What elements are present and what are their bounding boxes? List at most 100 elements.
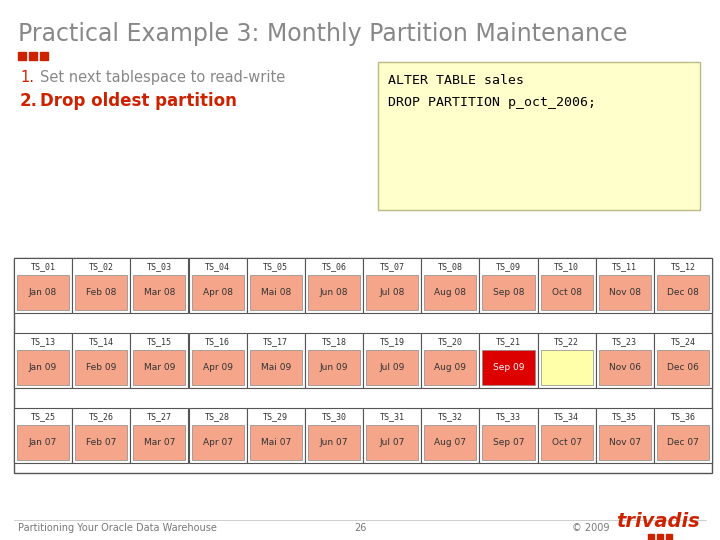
Bar (247, 258, 305, 313)
Text: TS_30: TS_30 (321, 412, 346, 421)
Bar (247, 333, 305, 388)
Text: Apr 07: Apr 07 (202, 438, 233, 447)
Text: Apr 09: Apr 09 (202, 363, 233, 372)
Text: Sep 07: Sep 07 (492, 438, 524, 447)
Bar (72, 258, 130, 313)
Bar (14, 408, 72, 463)
Text: 26: 26 (354, 523, 366, 533)
Text: Mai 07: Mai 07 (261, 438, 291, 447)
Text: TS_08: TS_08 (438, 262, 463, 271)
Text: TS_01: TS_01 (30, 262, 55, 271)
Bar (538, 333, 595, 388)
Text: Dec 08: Dec 08 (667, 288, 699, 297)
Bar (130, 408, 189, 463)
Bar (480, 333, 538, 388)
Bar (363, 258, 421, 313)
Text: TS_12: TS_12 (670, 262, 696, 271)
Text: Jul 07: Jul 07 (379, 438, 405, 447)
Text: Dec 07: Dec 07 (667, 438, 699, 447)
Bar (424, 275, 477, 310)
Bar (538, 258, 595, 313)
Bar (29, 52, 37, 60)
Text: © 2009: © 2009 (572, 523, 610, 533)
Bar (482, 350, 534, 385)
Text: Jan 07: Jan 07 (29, 438, 57, 447)
Text: Set next tablespace to read-write: Set next tablespace to read-write (40, 70, 285, 85)
Bar (75, 275, 127, 310)
Bar (538, 408, 595, 463)
Text: TS_20: TS_20 (438, 337, 463, 346)
Bar (595, 333, 654, 388)
Bar (75, 350, 127, 385)
Text: TS_21: TS_21 (496, 337, 521, 346)
Bar (18, 52, 26, 60)
Bar (305, 333, 363, 388)
Text: TS_15: TS_15 (147, 337, 172, 346)
Bar (363, 408, 421, 463)
Text: TS_27: TS_27 (147, 412, 172, 421)
Bar (305, 408, 363, 463)
Text: Jun 09: Jun 09 (320, 363, 348, 372)
Text: TS_14: TS_14 (89, 337, 114, 346)
Bar (541, 275, 593, 310)
Text: Oct 07: Oct 07 (552, 438, 582, 447)
Text: Jun 08: Jun 08 (320, 288, 348, 297)
Bar (666, 534, 672, 540)
Bar (421, 408, 480, 463)
Bar (421, 333, 480, 388)
Bar (598, 425, 651, 460)
Text: Aug 09: Aug 09 (434, 363, 467, 372)
Text: 2.: 2. (20, 92, 38, 110)
Text: TS_19: TS_19 (379, 337, 405, 346)
Text: Feb 09: Feb 09 (86, 363, 117, 372)
Text: TS_25: TS_25 (30, 412, 55, 421)
Text: Aug 07: Aug 07 (434, 438, 467, 447)
Bar (480, 258, 538, 313)
Bar (14, 258, 72, 313)
Bar (308, 350, 360, 385)
Text: Aug 08: Aug 08 (434, 288, 467, 297)
Bar (72, 408, 130, 463)
Text: Practical Example 3: Monthly Partition Maintenance: Practical Example 3: Monthly Partition M… (18, 22, 628, 46)
Text: TS_05: TS_05 (264, 262, 288, 271)
Bar (133, 275, 186, 310)
Text: TS_34: TS_34 (554, 412, 579, 421)
Text: ALTER TABLE sales: ALTER TABLE sales (388, 74, 524, 87)
Text: Jan 09: Jan 09 (29, 363, 57, 372)
Bar (308, 425, 360, 460)
Bar (308, 275, 360, 310)
Bar (598, 350, 651, 385)
Bar (595, 408, 654, 463)
Bar (482, 275, 534, 310)
Text: TS_33: TS_33 (496, 412, 521, 421)
Text: Mar 08: Mar 08 (144, 288, 175, 297)
Bar (133, 350, 186, 385)
FancyBboxPatch shape (378, 62, 700, 210)
Bar (305, 258, 363, 313)
Text: TS_24: TS_24 (670, 337, 696, 346)
Text: Jul 09: Jul 09 (379, 363, 405, 372)
Bar (595, 258, 654, 313)
Text: Feb 07: Feb 07 (86, 438, 117, 447)
Text: TS_06: TS_06 (321, 262, 346, 271)
Text: Jun 07: Jun 07 (320, 438, 348, 447)
Text: TS_11: TS_11 (612, 262, 637, 271)
Text: TS_26: TS_26 (89, 412, 114, 421)
Bar (14, 333, 72, 388)
Text: TS_32: TS_32 (438, 412, 463, 421)
Text: TS_04: TS_04 (205, 262, 230, 271)
Bar (482, 425, 534, 460)
Text: TS_18: TS_18 (321, 337, 346, 346)
Text: TS_22: TS_22 (554, 337, 579, 346)
Text: Nov 06: Nov 06 (608, 363, 641, 372)
Bar (541, 350, 593, 385)
Text: trivadis: trivadis (616, 512, 700, 531)
Bar (247, 408, 305, 463)
Text: Jan 08: Jan 08 (29, 288, 57, 297)
Text: TS_36: TS_36 (670, 412, 696, 421)
Text: Sep 08: Sep 08 (492, 288, 524, 297)
Bar (598, 275, 651, 310)
Text: Dec 06: Dec 06 (667, 363, 699, 372)
Bar (17, 350, 69, 385)
Bar (192, 350, 243, 385)
